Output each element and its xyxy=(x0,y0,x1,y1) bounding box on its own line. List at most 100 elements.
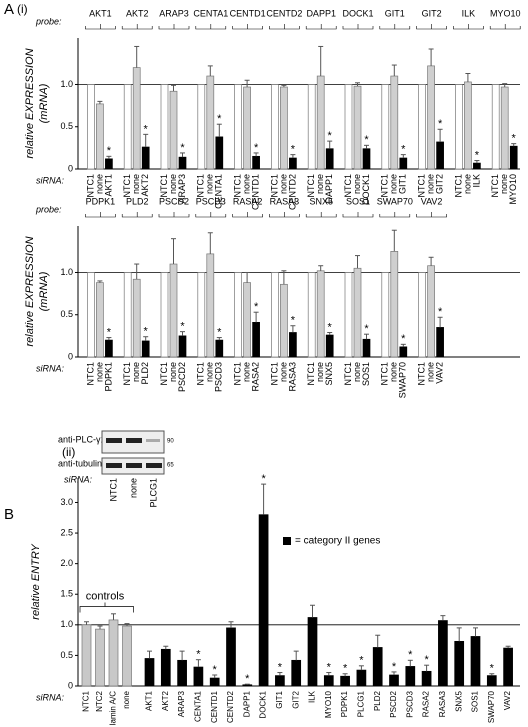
bar xyxy=(252,155,260,170)
x-tick-label: SOS1 xyxy=(361,362,371,386)
x-tick-label: none xyxy=(315,174,325,194)
x-tick-label: GIT1 xyxy=(275,690,284,708)
bar xyxy=(427,65,435,170)
x-tick-label: AKT1 xyxy=(103,174,113,197)
significance: * xyxy=(438,306,443,318)
legend-label: = category II genes xyxy=(295,536,380,547)
x-tick-label: PLD2 xyxy=(140,362,150,385)
x-tick-label: CENTD2 xyxy=(287,174,297,210)
x-tick-label: DAPP1 xyxy=(242,690,251,717)
sirna-label: siRNA: xyxy=(36,692,65,702)
x-tick-label: PSCD3 xyxy=(405,690,414,717)
x-tick-label: NTC1 xyxy=(85,362,95,386)
probe-bracket xyxy=(121,24,153,30)
bar xyxy=(436,141,444,170)
significance: * xyxy=(392,661,397,673)
bar xyxy=(289,332,297,358)
bar xyxy=(105,339,113,358)
probe-bracket xyxy=(195,24,227,30)
significance: * xyxy=(424,654,429,666)
panel-label: B xyxy=(4,506,14,523)
x-tick-label: NTC1 xyxy=(82,690,91,711)
y-tick-label: 1.0 xyxy=(60,267,73,277)
y-tick-label: 1.5 xyxy=(60,589,73,599)
probe-bracket xyxy=(342,212,374,218)
bar xyxy=(209,677,220,687)
bar xyxy=(353,85,362,170)
significance: * xyxy=(217,326,222,338)
bar xyxy=(399,346,408,358)
x-tick-label: CENTD1 xyxy=(250,174,260,210)
significance: * xyxy=(364,134,369,146)
probe-bracket xyxy=(416,24,447,30)
x-tick-label: NTC1 xyxy=(380,362,390,386)
x-tick-label: AKT2 xyxy=(140,174,150,197)
bar xyxy=(122,625,132,687)
x-tick-label: GIT1 xyxy=(398,174,408,194)
x-tick-label: NTC1 xyxy=(380,174,390,198)
x-tick-label: none xyxy=(278,362,288,382)
lane-label: none xyxy=(128,478,138,498)
bar xyxy=(87,84,95,170)
x-tick-label: none xyxy=(94,362,104,382)
probe-name: PSCD2 xyxy=(159,196,189,206)
bar xyxy=(486,675,497,687)
probe-bracket xyxy=(379,24,411,30)
probe-name: CENTD2 xyxy=(266,8,302,18)
bar xyxy=(356,669,367,687)
blot-band xyxy=(106,438,122,443)
bar xyxy=(160,648,171,687)
bar xyxy=(280,283,288,358)
significance: * xyxy=(438,118,443,130)
x-tick-label: ARAP3 xyxy=(177,690,186,717)
x-tick-label: RASA3 xyxy=(438,690,447,717)
x-tick-label: SNX5 xyxy=(324,362,334,386)
significance: * xyxy=(278,661,283,673)
x-tick-label: VAV2 xyxy=(434,362,444,384)
bar xyxy=(132,278,141,358)
probe-name: GIT2 xyxy=(422,8,442,18)
probe-name: ILK xyxy=(462,8,476,18)
x-tick-label: VAV2 xyxy=(503,690,512,710)
x-tick-label: NTC1 xyxy=(159,362,169,386)
panel-label: A xyxy=(4,1,14,18)
x-tick-label: AKT1 xyxy=(145,690,154,711)
bar xyxy=(344,272,353,358)
x-tick-label: PDPK1 xyxy=(340,690,349,717)
x-tick-label: ARAP3 xyxy=(177,174,187,204)
bar xyxy=(206,253,215,358)
bar xyxy=(105,158,113,170)
probe-name: SWAP70 xyxy=(377,196,413,206)
x-tick-label: PDPK1 xyxy=(103,362,113,392)
x-tick-label: none xyxy=(241,174,251,194)
bar xyxy=(289,157,297,170)
x-tick-label: AKT2 xyxy=(161,690,170,711)
bar xyxy=(141,146,150,170)
x-tick-label: none xyxy=(425,362,435,382)
bar xyxy=(381,84,390,170)
probe-name: DOCK1 xyxy=(342,8,373,18)
bar xyxy=(405,666,416,687)
blot-band xyxy=(126,463,142,468)
x-tick-label: CENTD2 xyxy=(226,690,235,723)
x-tick-label: PSCD2 xyxy=(177,362,187,392)
probe-name: AKT2 xyxy=(126,8,149,18)
x-tick-label: PSCD2 xyxy=(389,690,398,717)
x-tick-label: none xyxy=(389,362,399,382)
bar xyxy=(234,84,242,170)
probe-name: AKT1 xyxy=(89,8,112,18)
probe-name: DAPP1 xyxy=(306,8,336,18)
probe-bracket xyxy=(121,212,153,218)
bar xyxy=(491,84,500,170)
bar xyxy=(197,84,206,170)
bar xyxy=(280,86,288,170)
x-tick-label: NTC1 xyxy=(269,174,279,198)
significance: * xyxy=(490,663,495,675)
y-tick-label: 0 xyxy=(68,680,73,690)
x-tick-label: SOS1 xyxy=(471,690,480,712)
significance: * xyxy=(327,661,332,673)
x-tick-label: PLD2 xyxy=(373,690,382,711)
panel-label: (ii) xyxy=(62,445,75,459)
significance: * xyxy=(217,113,222,125)
